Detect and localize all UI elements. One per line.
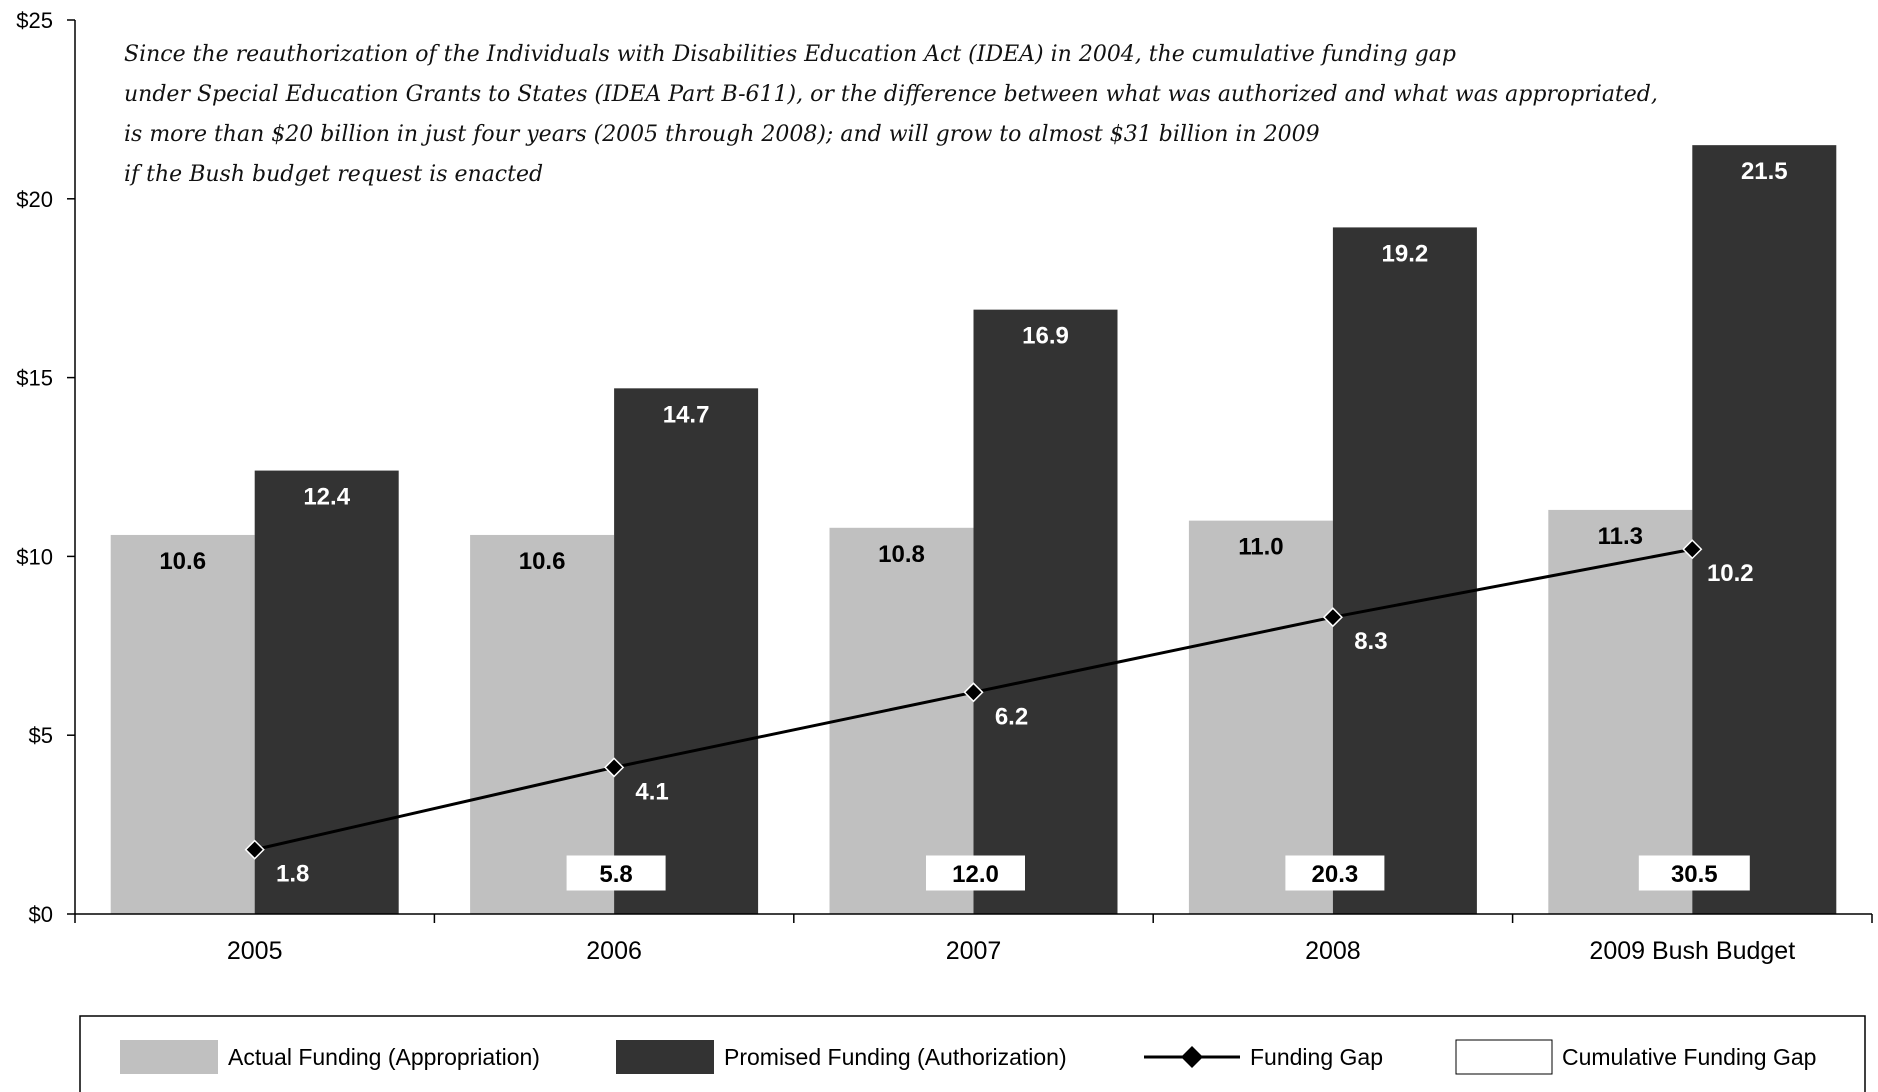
legend-swatch-promised (616, 1040, 714, 1074)
annotation-line-1: Since the reauthorization of the Individ… (124, 42, 1456, 67)
x-category-label: 2005 (227, 937, 283, 965)
legend-swatch-cumulative (1455, 1039, 1553, 1075)
cumulative-gap-label: 30.5 (1671, 861, 1718, 888)
axes-layer: $0 $5 $10 $15 $20 $25 2005 2006 2007 2008 2009 Bus… (16, 8, 1873, 965)
chart-annotation: Since the reauthorization of the Individ… (124, 42, 1658, 187)
promised-value-label: 19.2 (1382, 240, 1429, 267)
cumulative-gap-label: 20.3 (1312, 861, 1359, 888)
y-tick-label: $5 (29, 723, 53, 748)
legend: Actual Funding (Appropriation) Promised F… (79, 1015, 1866, 1092)
x-category-label: 2006 (586, 937, 642, 965)
legend-label-cumulative: Cumulative Funding Gap (1562, 1044, 1816, 1070)
funding-gap-marker (1322, 607, 1343, 628)
actual-funding-bar (1188, 520, 1333, 914)
actual-funding-bar (1548, 509, 1693, 914)
gap-value-label: 1.8 (276, 861, 309, 888)
promised-funding-bar (1692, 145, 1837, 914)
gap-value-label: 10.2 (1707, 560, 1754, 587)
x-category-label: 2007 (946, 937, 1002, 965)
legend-swatch-gap-marker (1181, 1046, 1203, 1068)
promised-funding-bar (973, 309, 1118, 914)
y-tick-label: $10 (16, 544, 53, 569)
value-labels-layer: 10.6 12.4 1.8 10.6 14.7 4.1 5.8 10.8 16.9 6.2 12.0… (159, 158, 1788, 891)
legend-swatch-actual (120, 1040, 218, 1074)
actual-value-label: 11.3 (1598, 523, 1643, 550)
gap-value-label: 8.3 (1354, 628, 1387, 655)
actual-value-label: 10.6 (159, 548, 206, 575)
y-tick-label: $15 (16, 366, 53, 391)
cumulative-gap-label: 5.8 (599, 861, 632, 888)
promised-funding-bar (614, 388, 759, 914)
promised-value-label: 12.4 (303, 484, 350, 511)
funding-gap-marker (244, 839, 265, 860)
legend-label-actual: Actual Funding (Appropriation) (228, 1044, 540, 1070)
promised-funding-bar (1332, 227, 1477, 914)
gap-value-label: 6.2 (995, 703, 1028, 730)
cumulative-gap-box (926, 855, 1025, 891)
y-tick-label: $20 (16, 187, 53, 212)
actual-value-label: 11.0 (1238, 534, 1283, 561)
funding-gap-line-layer (244, 539, 1703, 860)
promised-value-label: 21.5 (1741, 158, 1788, 185)
actual-value-label: 10.6 (519, 548, 566, 575)
bars-layer (110, 145, 1837, 914)
promised-value-label: 14.7 (663, 401, 710, 428)
cumulative-gap-box (1638, 855, 1750, 891)
funding-gap-marker (604, 757, 625, 778)
y-tick-label: $0 (29, 902, 53, 927)
x-category-label: 2009 Bush Budget (1589, 937, 1795, 965)
annotation-line-3: is more than $20 billion in just four ye… (124, 122, 1320, 147)
promised-value-label: 16.9 (1022, 323, 1069, 350)
y-tick-label: $25 (16, 8, 53, 33)
funding-gap-marker (1682, 539, 1703, 560)
actual-funding-bar (110, 534, 255, 914)
actual-value-label: 10.8 (878, 541, 925, 568)
cumulative-gap-box (566, 855, 666, 891)
legend-label-promised: Promised Funding (Authorization) (724, 1044, 1067, 1070)
legend-label-gap: Funding Gap (1250, 1044, 1383, 1070)
actual-funding-bar (470, 534, 615, 914)
cumulative-gap-label: 12.0 (952, 861, 999, 888)
promised-funding-bar (254, 470, 399, 914)
annotation-line-2: under Special Education Grants to States… (124, 82, 1658, 107)
legend-frame (79, 1015, 1866, 1092)
actual-funding-bar (829, 527, 974, 914)
annotation-line-4: if the Bush budget request is enacted (124, 162, 543, 187)
x-category-label: 2008 (1305, 937, 1361, 965)
cumulative-gap-box (1285, 855, 1385, 891)
gap-value-label: 4.1 (635, 778, 668, 805)
funding-gap-marker (963, 682, 984, 703)
